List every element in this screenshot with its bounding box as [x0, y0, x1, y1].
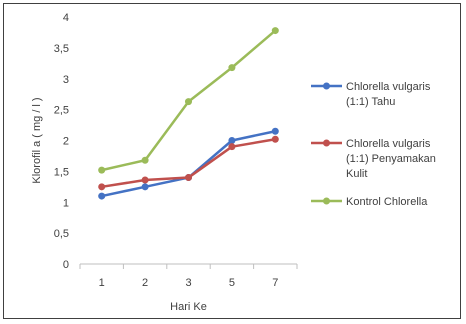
legend-label-2: Chlorella vulgaris (1:1) Penyamakan Kulit	[346, 138, 436, 180]
x-tick-label: 5	[229, 277, 235, 289]
data-point	[98, 183, 106, 191]
data-point	[141, 156, 149, 164]
y-tick-label: 1	[63, 197, 69, 209]
chart-frame	[3, 3, 461, 319]
data-point	[98, 166, 106, 174]
y-tick-label: 4	[63, 12, 69, 24]
y-tick-label: 3,5	[54, 43, 69, 55]
y-tick-label: 2,5	[54, 105, 69, 117]
y-axis-title: Klorofil a ( mg / l )	[31, 97, 43, 183]
x-tick-label: 1	[99, 277, 105, 289]
legend-marker-1	[323, 82, 330, 90]
data-point	[141, 176, 149, 184]
y-tick-label: 1,5	[54, 166, 69, 178]
x-tick-labels: 1 2 3 5 7	[99, 277, 279, 289]
axes	[79, 263, 298, 269]
x-tick-label: 2	[142, 277, 148, 289]
data-point	[141, 183, 149, 191]
x-tick-label: 3	[185, 277, 191, 289]
legend: Chlorella vulgaris (1:1) Tahu Chlorella vu…	[311, 81, 436, 208]
data-point	[98, 192, 106, 200]
data-point	[228, 137, 236, 144]
data-point	[271, 127, 279, 135]
x-axis-title: Hari Ke	[170, 301, 207, 313]
y-tick-labels: 0 0,5 1 1,5 2 2,5 3 3,5 4	[54, 12, 69, 271]
x-tick-label: 7	[272, 277, 278, 289]
y-tick-label: 0,5	[54, 228, 69, 240]
data-point	[228, 64, 236, 72]
data-point	[185, 98, 192, 106]
y-tick-label: 3	[63, 74, 69, 86]
legend-label-1: Chlorella vulgaris (1:1) Tahu	[346, 81, 431, 108]
y-tick-label: 0	[63, 259, 69, 271]
legend-label-3: Kontrol Chlorella	[346, 196, 428, 208]
legend-marker-3	[323, 197, 330, 205]
series-group	[98, 27, 279, 200]
y-tick-label: 2	[63, 136, 69, 148]
data-point	[271, 135, 279, 143]
data-point	[228, 143, 236, 151]
data-point	[271, 27, 279, 35]
legend-marker-2	[323, 139, 330, 147]
data-point	[185, 174, 192, 182]
